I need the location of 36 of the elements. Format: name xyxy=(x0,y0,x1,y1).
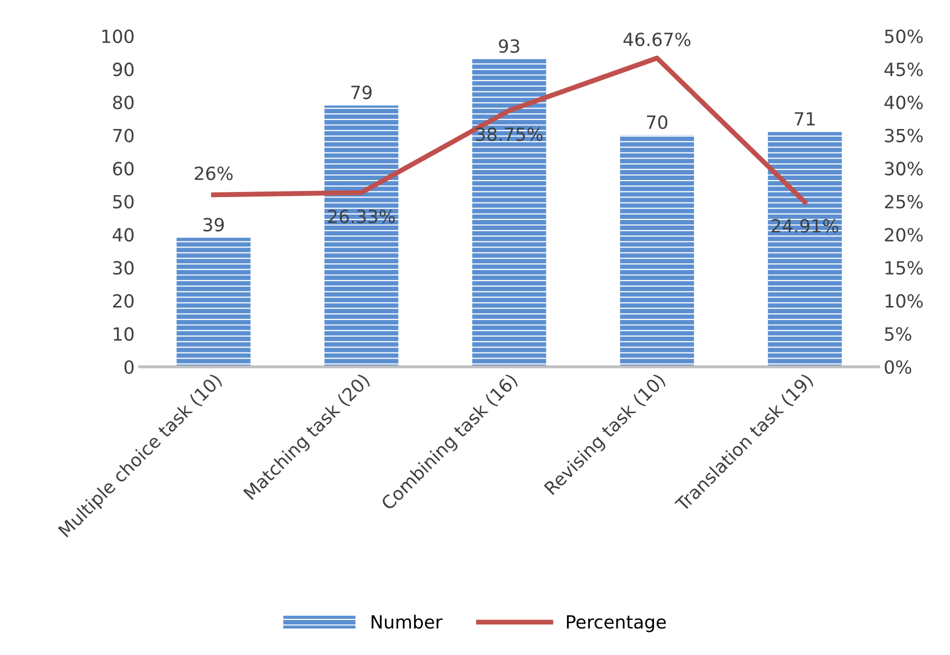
bar xyxy=(768,132,842,367)
y-tick-label: 30 xyxy=(113,261,134,275)
y-tick-label: 70 xyxy=(113,128,134,142)
bar xyxy=(472,59,546,367)
y2-tick-label: 40% xyxy=(884,96,923,110)
y2-tick-label: 0% xyxy=(884,360,912,374)
data-label: 71 xyxy=(794,112,815,126)
y-tick-label: 100 xyxy=(102,29,134,44)
data-label: 26% xyxy=(194,166,233,180)
y-tick-label: 0 xyxy=(124,360,134,374)
legend-label: Number xyxy=(372,614,442,629)
y-tick-label: 90 xyxy=(112,62,134,76)
legend-label: Percentage xyxy=(566,615,666,632)
y-tick-label: 10 xyxy=(114,327,134,341)
y2-tick-label: 10% xyxy=(886,294,923,308)
data-label: 70 xyxy=(647,115,668,129)
y-tick-label: 50 xyxy=(113,194,134,209)
y-tick-label: 80 xyxy=(113,96,134,110)
y2-tick-label: 50% xyxy=(885,29,923,44)
y-tick-label: 40 xyxy=(112,228,134,242)
data-label: 93 xyxy=(498,39,520,53)
y-tick-label: 60 xyxy=(113,162,134,176)
bar xyxy=(620,135,694,367)
data-label: 79 xyxy=(351,86,372,100)
y-tick-label: 20 xyxy=(113,294,134,308)
bar xyxy=(324,105,398,367)
data-label: 46.67% xyxy=(623,32,690,46)
y2-tick-label: 45% xyxy=(884,62,923,76)
data-label: 39 xyxy=(203,218,224,232)
y2-tick-label: 25% xyxy=(884,194,923,209)
y2-tick-label: 20% xyxy=(884,228,923,242)
y2-tick-label: 30% xyxy=(884,162,923,176)
y2-tick-label: 15% xyxy=(886,261,923,275)
y2-tick-label: 5% xyxy=(885,327,912,341)
bar xyxy=(176,238,251,367)
y2-tick-label: 35% xyxy=(884,128,923,142)
